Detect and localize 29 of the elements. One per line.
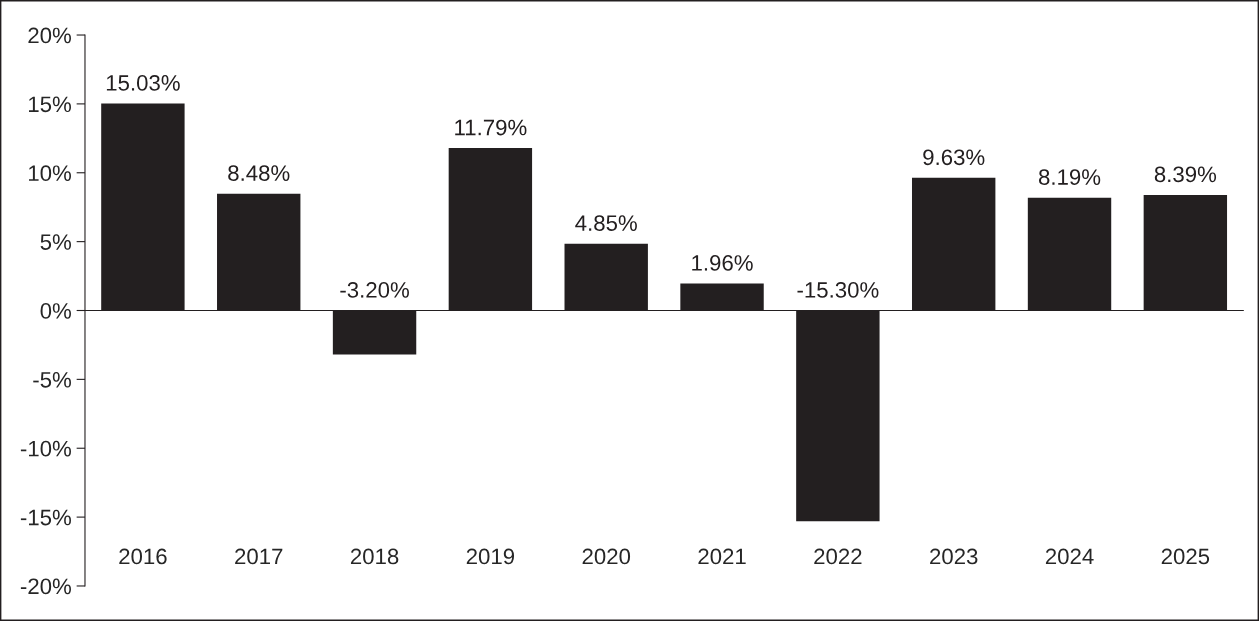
y-tick-label: 5% [40,234,71,250]
x-tick-label: 2016 [119,548,167,565]
y-tick-label: 20% [28,27,71,44]
x-tick-label: 2018 [350,548,399,565]
y-tick-label: -5% [33,372,71,388]
x-tick-label: 2025 [1161,548,1210,565]
x-tick-label: 2020 [582,548,631,565]
data-label: 8.39% [1154,166,1217,183]
data-label: 15.03% [106,75,180,91]
data-label: 1.96% [692,255,753,271]
y-tick-label: 15% [29,96,71,113]
x-tick-label: 2019 [466,548,515,565]
data-label: 8.19% [1038,169,1101,185]
x-tick-label: 2017 [235,548,283,565]
x-tick-label: 2023 [930,548,978,565]
y-tick-label: -15% [20,509,71,526]
data-label: 8.48% [228,165,290,181]
data-label: 11.79% [455,119,527,136]
y-tick-label: -10% [20,440,71,457]
data-label: 9.63% [923,149,985,166]
data-label: -15.30% [797,282,879,298]
x-tick-label: 2022 [814,548,862,565]
data-label: -3.20% [340,282,409,298]
x-tick-label: 2021 [698,548,746,565]
x-tick-label: 2024 [1045,548,1094,565]
data-label: 4.85% [575,215,637,231]
y-tick-label: 0% [40,303,71,319]
y-tick-label: -20% [20,578,71,595]
y-tick-label: 10% [29,165,71,182]
